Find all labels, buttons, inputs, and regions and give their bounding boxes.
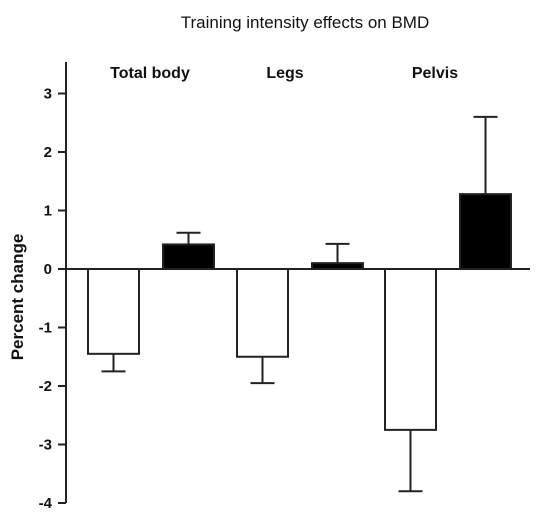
y-tick-label: -2 (39, 378, 52, 395)
bar (87, 268, 140, 355)
bar (236, 268, 289, 358)
chart-title: Training intensity effects on BMD (181, 13, 430, 32)
group-label: Pelvis (412, 65, 458, 82)
y-tick-label: 2 (44, 144, 52, 161)
bar (459, 193, 512, 270)
y-axis-label: Percent change (8, 234, 27, 361)
y-tick-label: 0 (44, 261, 52, 278)
y-tick-label: 1 (44, 203, 52, 220)
y-tick-label: -4 (39, 495, 53, 512)
y-tick-label: -1 (39, 320, 52, 337)
bar (384, 268, 437, 431)
bar (311, 262, 364, 270)
group-label: Legs (266, 65, 303, 82)
y-tick-label: -3 (39, 437, 52, 454)
group-label: Total body (110, 65, 190, 82)
y-tick-label: 3 (44, 86, 52, 103)
bar (162, 243, 215, 270)
